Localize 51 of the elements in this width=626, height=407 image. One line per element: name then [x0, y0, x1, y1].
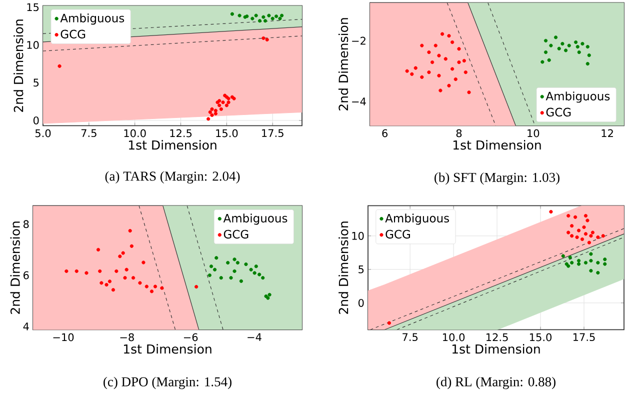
y-tick-label: 4	[23, 322, 29, 330]
x-axis-title: 1st Dimension	[452, 344, 540, 354]
x-tick-label: −8	[120, 333, 134, 342]
y-tick-label: 6	[24, 271, 29, 280]
y-tick-label: 0	[33, 116, 39, 125]
legend-label: GCG	[224, 230, 248, 239]
legend-label: Ambiguous	[60, 14, 124, 25]
y-tick-label: 10	[352, 232, 364, 240]
x-tick-label: −4	[248, 333, 262, 342]
y-axis-title: 2nd Dimension	[14, 20, 24, 112]
text: (b) SFT (Margin: 1.03)	[434, 172, 560, 185]
y-axis-title: 2nd Dimension	[10, 222, 20, 314]
y-axis-title: 2nd Dimension	[338, 222, 348, 314]
x-tick-label: 12.5	[170, 129, 192, 138]
y-tick-label: 0	[358, 299, 364, 308]
x-tick-label: 12	[602, 129, 613, 138]
x-tick-label: 15.0	[216, 129, 238, 138]
x-tick-label: 10.0	[124, 129, 146, 138]
y-axis-title: 2nd Dimension	[338, 18, 348, 111]
y-tick-label: 5	[358, 266, 364, 274]
x-tick-label: 6	[382, 129, 388, 138]
x-tick-label: 12.5	[486, 333, 508, 342]
x-tick-label: 17.5	[262, 129, 284, 138]
text: (d) RL (Margin: 0.88)	[436, 376, 556, 390]
x-axis-title: 1st Dimension	[124, 344, 212, 354]
y-tick-label: 10	[27, 41, 39, 50]
x-axis-title: 1st Dimension	[453, 140, 541, 150]
legend-label: GCG	[546, 108, 571, 117]
y-tick-label: 8	[24, 220, 29, 228]
text: (a) TARS (Margin: 2.04)	[105, 171, 240, 184]
y-tick-label: 5	[34, 78, 39, 87]
x-tick-label: 5.0	[35, 129, 51, 138]
x-tick-label: 7.5	[81, 129, 96, 138]
y-tick-label: −4	[352, 98, 366, 106]
legend-label: Ambiguous	[385, 214, 449, 225]
legend-label: GCG	[60, 30, 86, 39]
x-tick-label: −10	[53, 333, 74, 342]
x-tick-label: 8	[456, 129, 462, 138]
legend-label: Ambiguous	[546, 92, 610, 103]
y-tick-label: −2	[352, 36, 366, 45]
x-tick-label: 10	[528, 129, 540, 138]
x-axis-title: 1st Dimension	[128, 140, 216, 150]
x-tick-label: 10.0	[443, 333, 465, 342]
x-tick-label: −6	[184, 333, 198, 342]
text: (c) DPO (Margin: 1.54)	[104, 377, 232, 390]
x-tick-label: 17.5	[573, 333, 595, 342]
legend-label: Ambiguous	[223, 214, 288, 225]
x-tick-label: 7.5	[402, 333, 418, 342]
legend-label: GCG	[386, 230, 410, 239]
x-tick-label: 15.0	[530, 333, 552, 342]
y-tick-label: 15	[27, 3, 39, 12]
